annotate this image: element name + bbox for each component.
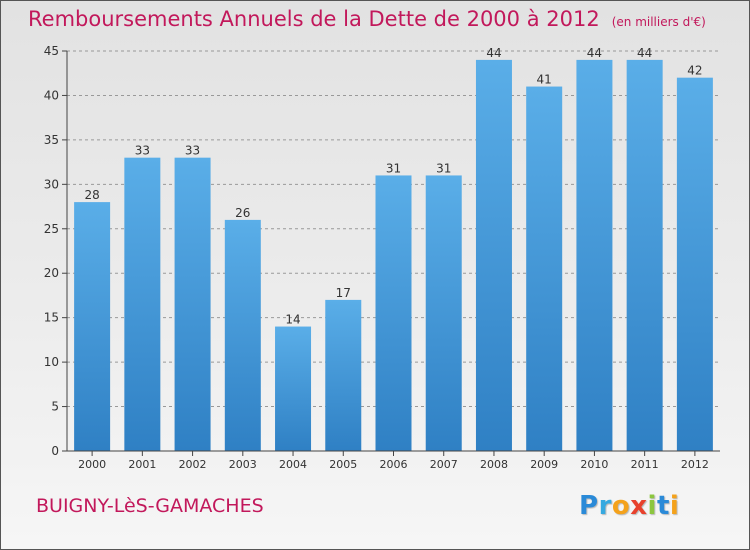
x-tick-label: 2008	[480, 458, 508, 471]
commune-name: BUIGNY-LèS-GAMACHES	[36, 495, 264, 517]
x-tick-label: 2004	[279, 458, 307, 471]
x-tick-label: 2011	[631, 458, 659, 471]
data-label: 44	[637, 46, 652, 60]
bar	[174, 157, 211, 451]
x-tick-label: 2005	[329, 458, 357, 471]
bar	[576, 59, 613, 452]
y-tick-label: 45	[44, 44, 59, 58]
data-label: 42	[687, 64, 702, 78]
proxiti-logo: Proxiti	[579, 491, 679, 521]
bar	[275, 326, 312, 451]
logo-letter: i	[669, 491, 680, 521]
data-label: 31	[436, 161, 451, 175]
x-tick-label: 2012	[681, 458, 709, 471]
bar	[375, 175, 412, 451]
bar	[626, 59, 663, 452]
logo-letter: P	[579, 491, 599, 521]
x-tick-label: 2009	[530, 458, 558, 471]
chart-subtitle: (en milliers d'€)	[611, 15, 706, 29]
y-tick-label: 35	[44, 133, 59, 147]
data-label: 44	[486, 46, 501, 60]
y-tick-label: 40	[44, 88, 59, 102]
chart-title: Remboursements Annuels de la Dette de 20…	[28, 7, 706, 31]
x-tick-label: 2002	[179, 458, 207, 471]
bar	[224, 219, 261, 451]
logo-letter: i	[647, 491, 657, 521]
y-tick-label: 15	[44, 311, 59, 325]
chart-title-text: Remboursements Annuels de la Dette de 20…	[28, 7, 600, 31]
data-label: 26	[235, 206, 250, 220]
y-tick-label: 30	[44, 177, 59, 191]
y-tick-label: 10	[44, 355, 59, 369]
data-label: 17	[336, 286, 351, 300]
x-tick-label: 2010	[580, 458, 608, 471]
bar	[475, 59, 512, 452]
data-label: 44	[587, 46, 602, 60]
x-tick-label: 2000	[78, 458, 106, 471]
x-tick-label: 2007	[430, 458, 458, 471]
bar	[124, 157, 161, 451]
logo-letter: t	[656, 491, 670, 521]
logo-letter: r	[598, 491, 612, 521]
data-label: 33	[185, 144, 200, 158]
data-label: 14	[285, 313, 300, 327]
logo-letter: o	[611, 491, 631, 521]
data-label: 28	[84, 188, 99, 202]
y-tick-label: 20	[44, 266, 59, 280]
y-tick-label: 0	[51, 444, 59, 458]
data-label: 33	[135, 144, 150, 158]
data-label: 31	[386, 161, 401, 175]
logo-letter: x	[630, 491, 648, 521]
data-label: 41	[537, 73, 552, 87]
y-tick-label: 25	[44, 222, 59, 236]
bar	[325, 299, 362, 451]
x-tick-label: 2003	[229, 458, 257, 471]
bar	[526, 86, 563, 452]
bar	[425, 175, 462, 451]
y-tick-label: 5	[51, 400, 59, 414]
bar	[74, 202, 111, 451]
x-tick-label: 2001	[128, 458, 156, 471]
bar	[676, 77, 713, 452]
x-tick-label: 2006	[380, 458, 408, 471]
